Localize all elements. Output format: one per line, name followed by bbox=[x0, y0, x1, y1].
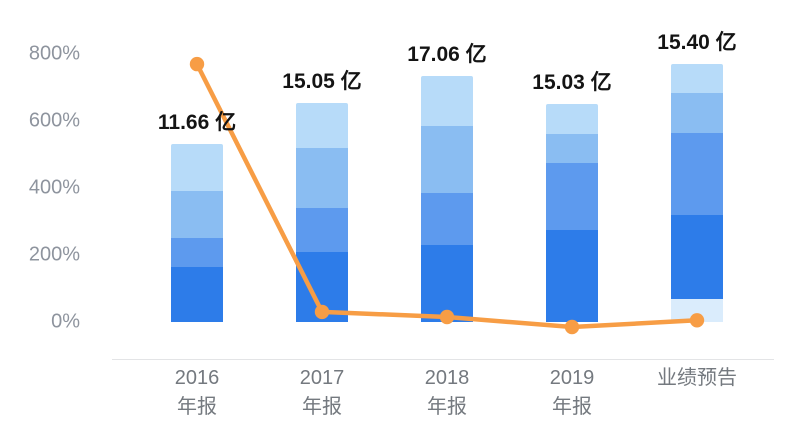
x-axis-label-line: 年报 bbox=[552, 396, 592, 418]
x-axis-label: 2018 年报 bbox=[372, 364, 522, 422]
x-axis-label-line: 2016 bbox=[174, 367, 220, 389]
y-axis-tick-label: 200% bbox=[28, 243, 80, 266]
bar-group bbox=[671, 64, 723, 322]
x-axis-label-line: 年报 bbox=[427, 396, 467, 418]
bar-segment bbox=[671, 64, 723, 93]
bar-segment bbox=[296, 102, 348, 148]
x-axis-label-line: 年报 bbox=[302, 396, 342, 418]
bar-group bbox=[171, 144, 223, 322]
bar-value-label: 11.66 亿 bbox=[157, 111, 237, 135]
bar-segment bbox=[671, 132, 723, 215]
bar-segment bbox=[546, 104, 598, 135]
x-axis-label: 2019 年报 bbox=[497, 364, 647, 422]
bar-segment bbox=[421, 193, 473, 245]
line-marker bbox=[189, 56, 205, 72]
x-axis-label-line: 业绩预告 bbox=[657, 367, 737, 389]
x-axis-line bbox=[112, 359, 774, 360]
bar-segment bbox=[546, 134, 598, 163]
y-axis-tick-label: 400% bbox=[28, 176, 80, 199]
bar-segment bbox=[171, 144, 223, 192]
bar-value-label: 15.05 亿 bbox=[282, 69, 362, 93]
x-axis-label-line: 年报 bbox=[177, 396, 217, 418]
y-axis-tick-label: 800% bbox=[28, 42, 80, 65]
bar-segment bbox=[546, 229, 598, 322]
bar-segment bbox=[421, 126, 473, 194]
bar-value-label: 17.06 亿 bbox=[407, 42, 487, 66]
x-axis-label-line: 2017 bbox=[299, 367, 345, 389]
bar-segment bbox=[296, 251, 348, 322]
x-axis-label: 2017 年报 bbox=[247, 364, 397, 422]
bar-segment bbox=[171, 191, 223, 239]
bar-segment bbox=[296, 147, 348, 209]
x-axis-label: 业绩预告 bbox=[622, 364, 772, 393]
bar-group bbox=[296, 102, 348, 322]
bar-group bbox=[546, 104, 598, 322]
x-axis-label-line: 2019 bbox=[549, 367, 595, 389]
bar-group bbox=[421, 75, 473, 322]
bar-value-label: 15.03 亿 bbox=[532, 71, 612, 95]
y-axis-tick-label: 0% bbox=[51, 310, 80, 333]
y-axis-tick-label: 600% bbox=[28, 109, 80, 132]
bar-segment bbox=[546, 162, 598, 230]
bar-value-label: 15.40 亿 bbox=[657, 31, 737, 55]
x-axis-label: 2016 年报 bbox=[122, 364, 272, 422]
bar-segment bbox=[671, 298, 723, 322]
bar-segment bbox=[671, 92, 723, 133]
x-axis-label-line: 2018 bbox=[424, 367, 470, 389]
bar-segment bbox=[171, 266, 223, 322]
bar-segment bbox=[421, 75, 473, 127]
bar-segment bbox=[296, 208, 348, 252]
bar-segment bbox=[671, 214, 723, 299]
bar-segment bbox=[421, 244, 473, 322]
bar-segment bbox=[171, 238, 223, 267]
